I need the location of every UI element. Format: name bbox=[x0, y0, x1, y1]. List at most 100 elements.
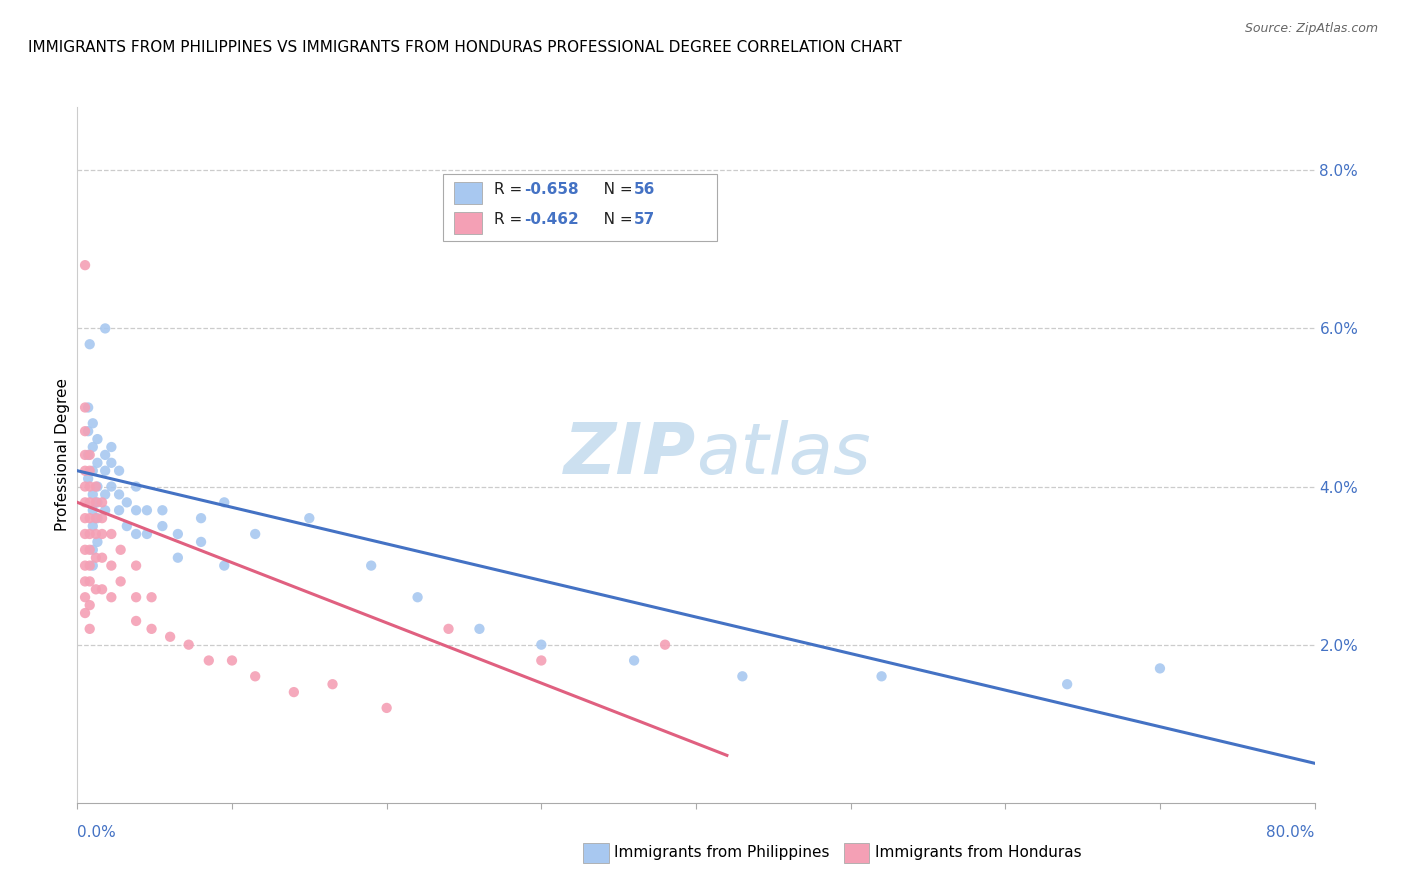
Point bbox=[1056, 677, 1078, 691]
Point bbox=[82, 558, 104, 573]
Point bbox=[79, 448, 101, 462]
Point bbox=[77, 401, 100, 415]
Point bbox=[82, 417, 104, 431]
Point bbox=[75, 479, 96, 493]
Point bbox=[136, 527, 159, 541]
Point bbox=[86, 495, 108, 509]
Point bbox=[75, 401, 96, 415]
Point bbox=[79, 574, 101, 589]
Point bbox=[84, 582, 107, 597]
Point bbox=[75, 558, 96, 573]
Point bbox=[84, 495, 107, 509]
Point bbox=[91, 495, 114, 509]
Point bbox=[79, 558, 101, 573]
Point bbox=[75, 495, 96, 509]
Point bbox=[125, 614, 148, 628]
Point bbox=[108, 487, 131, 501]
Point bbox=[79, 511, 101, 525]
Point bbox=[84, 511, 107, 525]
Point bbox=[100, 558, 122, 573]
Point bbox=[94, 464, 117, 478]
Point bbox=[94, 487, 117, 501]
Point bbox=[94, 503, 117, 517]
Text: N =: N = bbox=[589, 182, 637, 197]
Point bbox=[79, 542, 101, 557]
Text: atlas: atlas bbox=[696, 420, 870, 490]
Point bbox=[82, 440, 104, 454]
Point bbox=[283, 685, 305, 699]
Text: N =: N = bbox=[589, 211, 637, 227]
Point bbox=[654, 638, 676, 652]
Point bbox=[115, 495, 138, 509]
Point bbox=[86, 432, 108, 446]
Point bbox=[100, 440, 122, 454]
Point bbox=[322, 677, 344, 691]
Text: R =: R = bbox=[494, 211, 527, 227]
Point bbox=[468, 622, 491, 636]
Point bbox=[125, 503, 148, 517]
Text: 57: 57 bbox=[634, 211, 655, 227]
Point bbox=[91, 511, 114, 525]
Point bbox=[136, 503, 159, 517]
Point bbox=[125, 527, 148, 541]
Point bbox=[110, 574, 132, 589]
Point bbox=[75, 606, 96, 620]
Point bbox=[141, 591, 163, 605]
Point bbox=[125, 558, 148, 573]
Text: Immigrants from Philippines: Immigrants from Philippines bbox=[614, 845, 830, 860]
Point bbox=[79, 495, 101, 509]
Point bbox=[177, 638, 200, 652]
Point bbox=[75, 424, 96, 438]
Point bbox=[75, 511, 96, 525]
Point bbox=[375, 701, 398, 715]
Point bbox=[152, 503, 174, 517]
Point bbox=[79, 479, 101, 493]
Point bbox=[94, 321, 117, 335]
Point bbox=[79, 464, 101, 478]
Text: -0.658: -0.658 bbox=[524, 182, 579, 197]
Point bbox=[221, 653, 243, 667]
Point bbox=[82, 542, 104, 557]
Point bbox=[159, 630, 181, 644]
Point bbox=[91, 550, 114, 565]
Point bbox=[115, 519, 138, 533]
Point bbox=[75, 574, 96, 589]
Point bbox=[84, 550, 107, 565]
Point bbox=[86, 479, 108, 493]
Text: Source: ZipAtlas.com: Source: ZipAtlas.com bbox=[1244, 22, 1378, 36]
Point bbox=[75, 591, 96, 605]
Point bbox=[75, 464, 96, 478]
Point bbox=[530, 638, 553, 652]
Text: ZIP: ZIP bbox=[564, 420, 696, 490]
Point bbox=[108, 503, 131, 517]
Point bbox=[298, 511, 321, 525]
Text: Immigrants from Honduras: Immigrants from Honduras bbox=[875, 845, 1081, 860]
Text: IMMIGRANTS FROM PHILIPPINES VS IMMIGRANTS FROM HONDURAS PROFESSIONAL DEGREE CORR: IMMIGRANTS FROM PHILIPPINES VS IMMIGRANT… bbox=[28, 40, 901, 55]
Point bbox=[167, 550, 190, 565]
Point bbox=[198, 653, 221, 667]
Text: 56: 56 bbox=[634, 182, 655, 197]
Point bbox=[100, 456, 122, 470]
Point bbox=[82, 503, 104, 517]
Point bbox=[360, 558, 382, 573]
Point bbox=[406, 591, 429, 605]
Point bbox=[75, 527, 96, 541]
Point bbox=[84, 527, 107, 541]
Point bbox=[214, 495, 236, 509]
Point bbox=[125, 591, 148, 605]
Point bbox=[79, 622, 101, 636]
Point bbox=[870, 669, 893, 683]
Text: R =: R = bbox=[494, 182, 527, 197]
Point bbox=[108, 464, 131, 478]
Point bbox=[79, 527, 101, 541]
Point bbox=[86, 456, 108, 470]
Point bbox=[82, 487, 104, 501]
Point bbox=[75, 542, 96, 557]
Point bbox=[82, 464, 104, 478]
Point bbox=[91, 527, 114, 541]
Point bbox=[100, 479, 122, 493]
Point bbox=[437, 622, 460, 636]
Point bbox=[86, 511, 108, 525]
Point bbox=[110, 542, 132, 557]
Point bbox=[530, 653, 553, 667]
